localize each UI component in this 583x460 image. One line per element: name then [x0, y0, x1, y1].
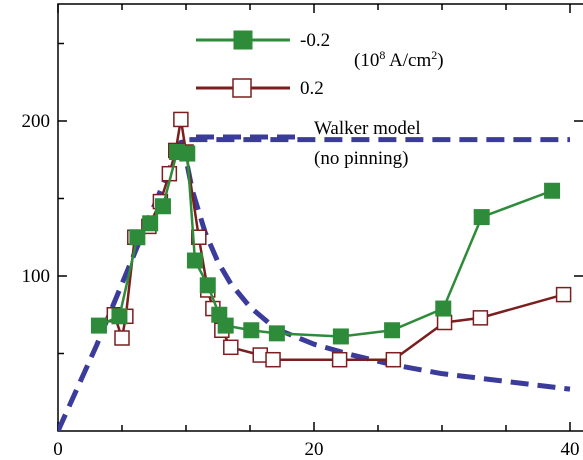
data-point-pos	[331, 351, 348, 368]
data-point-neg	[544, 182, 561, 199]
legend: -0.2 (108 A/cm2) 0.2 Walker model (no pi…	[196, 30, 444, 169]
x-tick-label: 20	[305, 439, 324, 460]
data-point-neg	[435, 300, 452, 317]
series-layer	[58, 111, 572, 431]
y-tick-label: 200	[22, 111, 51, 132]
axis-tick-labels: 0 20 40 100 200	[22, 111, 580, 460]
data-point-pos	[114, 330, 130, 346]
axis-ticks	[57, 4, 583, 431]
legend-unit-label: (108 A/cm2)	[354, 48, 444, 71]
data-point-neg	[129, 229, 146, 246]
plot-frame	[57, 3, 583, 432]
legend-marker-neg	[233, 30, 253, 50]
y-tick-label: 100	[22, 266, 51, 287]
data-point-neg	[111, 308, 128, 325]
data-point-neg	[268, 325, 285, 342]
data-point-pos	[223, 339, 239, 356]
data-point-neg	[473, 209, 490, 226]
legend-unit-exp1: 8	[379, 48, 385, 62]
data-point-pos	[191, 229, 207, 245]
data-point-neg	[332, 328, 349, 345]
data-point-pos	[252, 347, 268, 363]
x-tick-label: 40	[561, 439, 580, 460]
data-point-neg	[186, 252, 203, 269]
series-line	[58, 137, 570, 431]
data-point-neg	[243, 322, 260, 339]
legend-unit-exp2: 2	[431, 48, 437, 62]
data-point-pos	[472, 310, 489, 326]
data-point-neg	[217, 317, 234, 334]
legend-unit-end: )	[437, 50, 443, 71]
legend-label-walker-line1: Walker model	[314, 118, 421, 139]
legend-unit-base: (10	[354, 50, 379, 71]
data-point-neg	[90, 317, 107, 334]
legend-label-walker-line2: (no pinning)	[314, 148, 408, 169]
legend-label-pos: 0.2	[300, 78, 324, 99]
data-point-neg	[179, 145, 196, 162]
data-point-pos	[265, 351, 281, 368]
data-point-neg	[154, 198, 171, 215]
legend-unit-mid: A/cm	[385, 50, 431, 71]
data-point-pos	[173, 111, 189, 128]
legend-label-neg: -0.2	[300, 30, 330, 51]
data-point-pos	[555, 286, 572, 303]
x-tick-label: 0	[53, 439, 63, 460]
data-point-pos	[436, 314, 453, 331]
data-point-neg	[384, 322, 401, 339]
legend-marker-pos	[232, 78, 252, 98]
series-line	[179, 139, 571, 392]
data-point-neg	[142, 215, 159, 232]
data-point-neg	[199, 277, 216, 294]
data-point-pos	[385, 351, 402, 368]
